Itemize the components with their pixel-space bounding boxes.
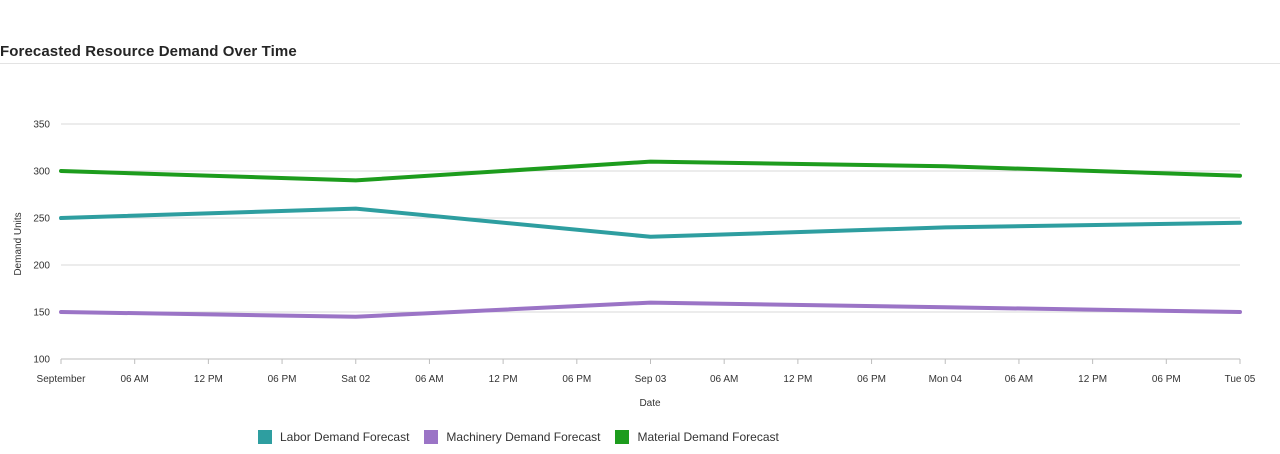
series-line-machinery-demand-forecast[interactable]	[59, 300, 1242, 319]
x-tick-label: Sep 03	[635, 374, 667, 385]
x-tick-label: 06 AM	[121, 374, 149, 385]
legend-label: Material Demand Forecast	[637, 430, 779, 444]
legend-swatch	[258, 430, 272, 444]
x-tick-label: September	[37, 374, 87, 385]
x-tick-label: 12 PM	[489, 374, 518, 385]
x-tick-label: 06 AM	[710, 374, 738, 385]
y-axis-ticks: 100 150 200 250 300 350	[33, 120, 50, 366]
legend-item[interactable]: Material Demand Forecast	[615, 430, 779, 444]
series-line-material-demand-forecast[interactable]	[59, 159, 1242, 183]
title-divider	[0, 63, 1280, 64]
y-tick-label: 150	[33, 308, 50, 319]
y-tick-label: 250	[33, 214, 50, 225]
series-lines	[59, 159, 1242, 319]
y-tick-label: 350	[33, 120, 50, 131]
x-tick-label: Sat 02	[341, 374, 370, 385]
x-tick-label: 12 PM	[194, 374, 223, 385]
x-tick-label: 06 AM	[415, 374, 443, 385]
x-axis-title: Date	[639, 398, 661, 409]
y-axis-title: Demand Units	[13, 212, 24, 275]
legend-item[interactable]: Labor Demand Forecast	[258, 430, 409, 444]
series-line-labor-demand-forecast[interactable]	[59, 206, 1242, 239]
legend: Labor Demand Forecast Machinery Demand Fo…	[258, 430, 794, 444]
gridlines	[61, 123, 1240, 360]
x-tick-label: 06 PM	[562, 374, 591, 385]
legend-item[interactable]: Machinery Demand Forecast	[424, 430, 600, 444]
legend-swatch	[615, 430, 630, 444]
chart-title: Forecasted Resource Demand Over Time	[0, 43, 297, 60]
y-tick-label: 300	[33, 167, 50, 178]
y-tick-label: 200	[33, 261, 50, 272]
x-tick-label: 06 AM	[1005, 374, 1033, 385]
legend-label: Machinery Demand Forecast	[446, 430, 601, 444]
x-tick-label: Mon 04	[929, 374, 963, 385]
x-tick-label: 12 PM	[783, 374, 812, 385]
x-tick-label: 06 PM	[268, 374, 297, 385]
legend-label: Labor Demand Forecast	[280, 430, 410, 444]
x-tick-label: Tue 05	[1225, 374, 1256, 385]
x-axis: September 06 AM 12 PM 06 PM Sat 02 06 AM 12 PM…	[37, 359, 1256, 385]
x-tick-label: 06 PM	[857, 374, 886, 385]
legend-swatch	[424, 430, 439, 444]
y-tick-label: 100	[33, 355, 50, 366]
x-tick-label: 12 PM	[1078, 374, 1107, 385]
x-tick-label: 06 PM	[1152, 374, 1181, 385]
